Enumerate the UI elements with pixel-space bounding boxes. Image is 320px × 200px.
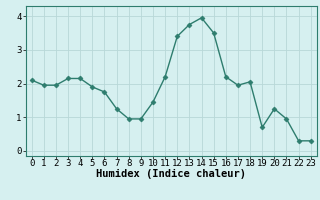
X-axis label: Humidex (Indice chaleur): Humidex (Indice chaleur) [96,169,246,179]
